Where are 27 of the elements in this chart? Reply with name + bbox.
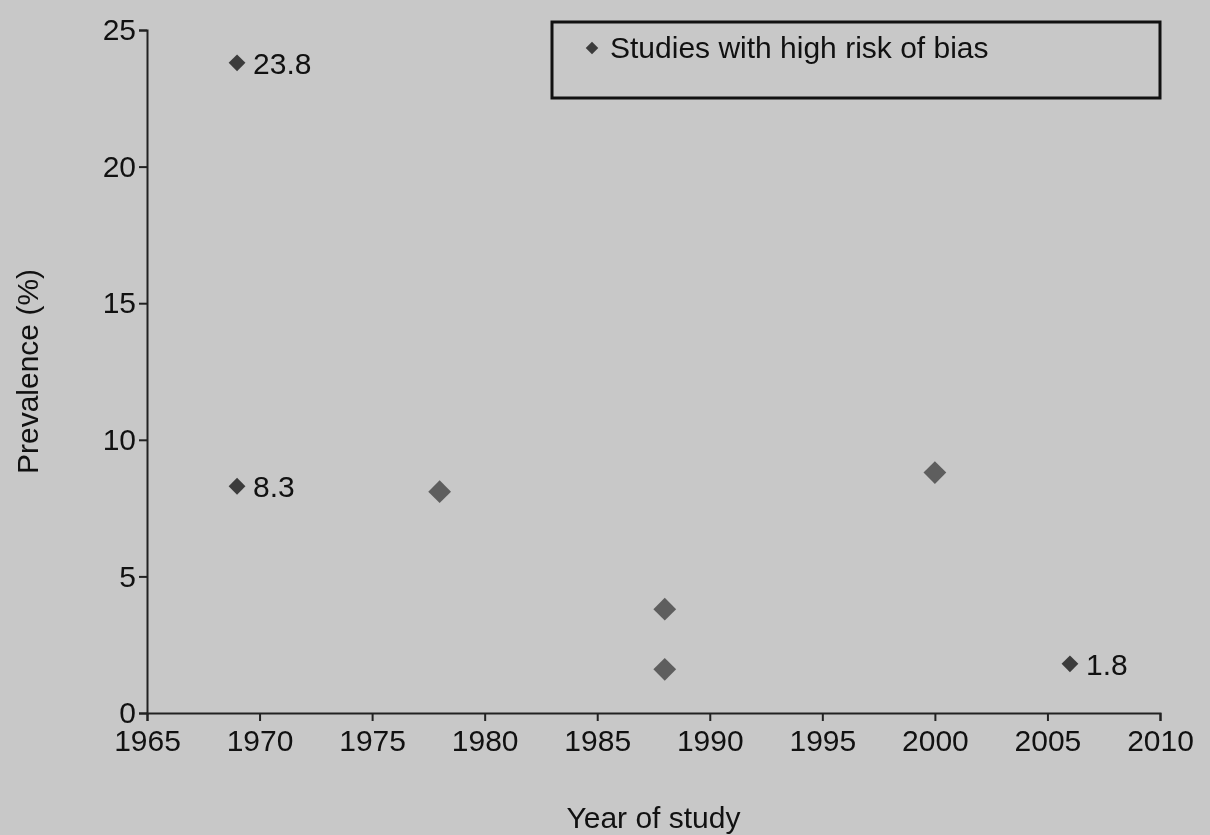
point <box>653 657 677 681</box>
x-tick-label: 1980 <box>451 724 519 757</box>
y-tick-label: 5 <box>119 559 136 593</box>
y-tick-label: 20 <box>102 149 136 183</box>
point <box>228 477 246 495</box>
data-label: 23.8 <box>253 46 312 80</box>
x-axis-title: Year of study <box>566 801 741 834</box>
x-tick-label: 1975 <box>339 724 406 757</box>
data-label: 1.8 <box>1085 647 1128 681</box>
x-tick-label: 1990 <box>676 724 744 757</box>
x-tick-label: 1970 <box>226 724 294 757</box>
y-tick-label: 25 <box>102 13 136 47</box>
point <box>228 54 246 72</box>
x-tick-label: 1985 <box>564 724 632 757</box>
y-tick-label: 10 <box>102 422 136 456</box>
x-tick-label: 2000 <box>902 724 969 757</box>
x-tick-label: 2010 <box>1127 724 1194 757</box>
x-tick-label: 1995 <box>789 724 857 757</box>
legend-label: Studies with high risk of bias <box>610 31 989 64</box>
data-label: 8.3 <box>253 470 295 504</box>
y-axis-title: Prevalence (%) <box>11 268 44 475</box>
x-tick-label: 2005 <box>1014 724 1082 757</box>
point <box>428 480 452 504</box>
point <box>1061 655 1079 673</box>
point <box>923 461 947 484</box>
y-tick-label: 15 <box>102 286 136 320</box>
point <box>653 597 677 621</box>
